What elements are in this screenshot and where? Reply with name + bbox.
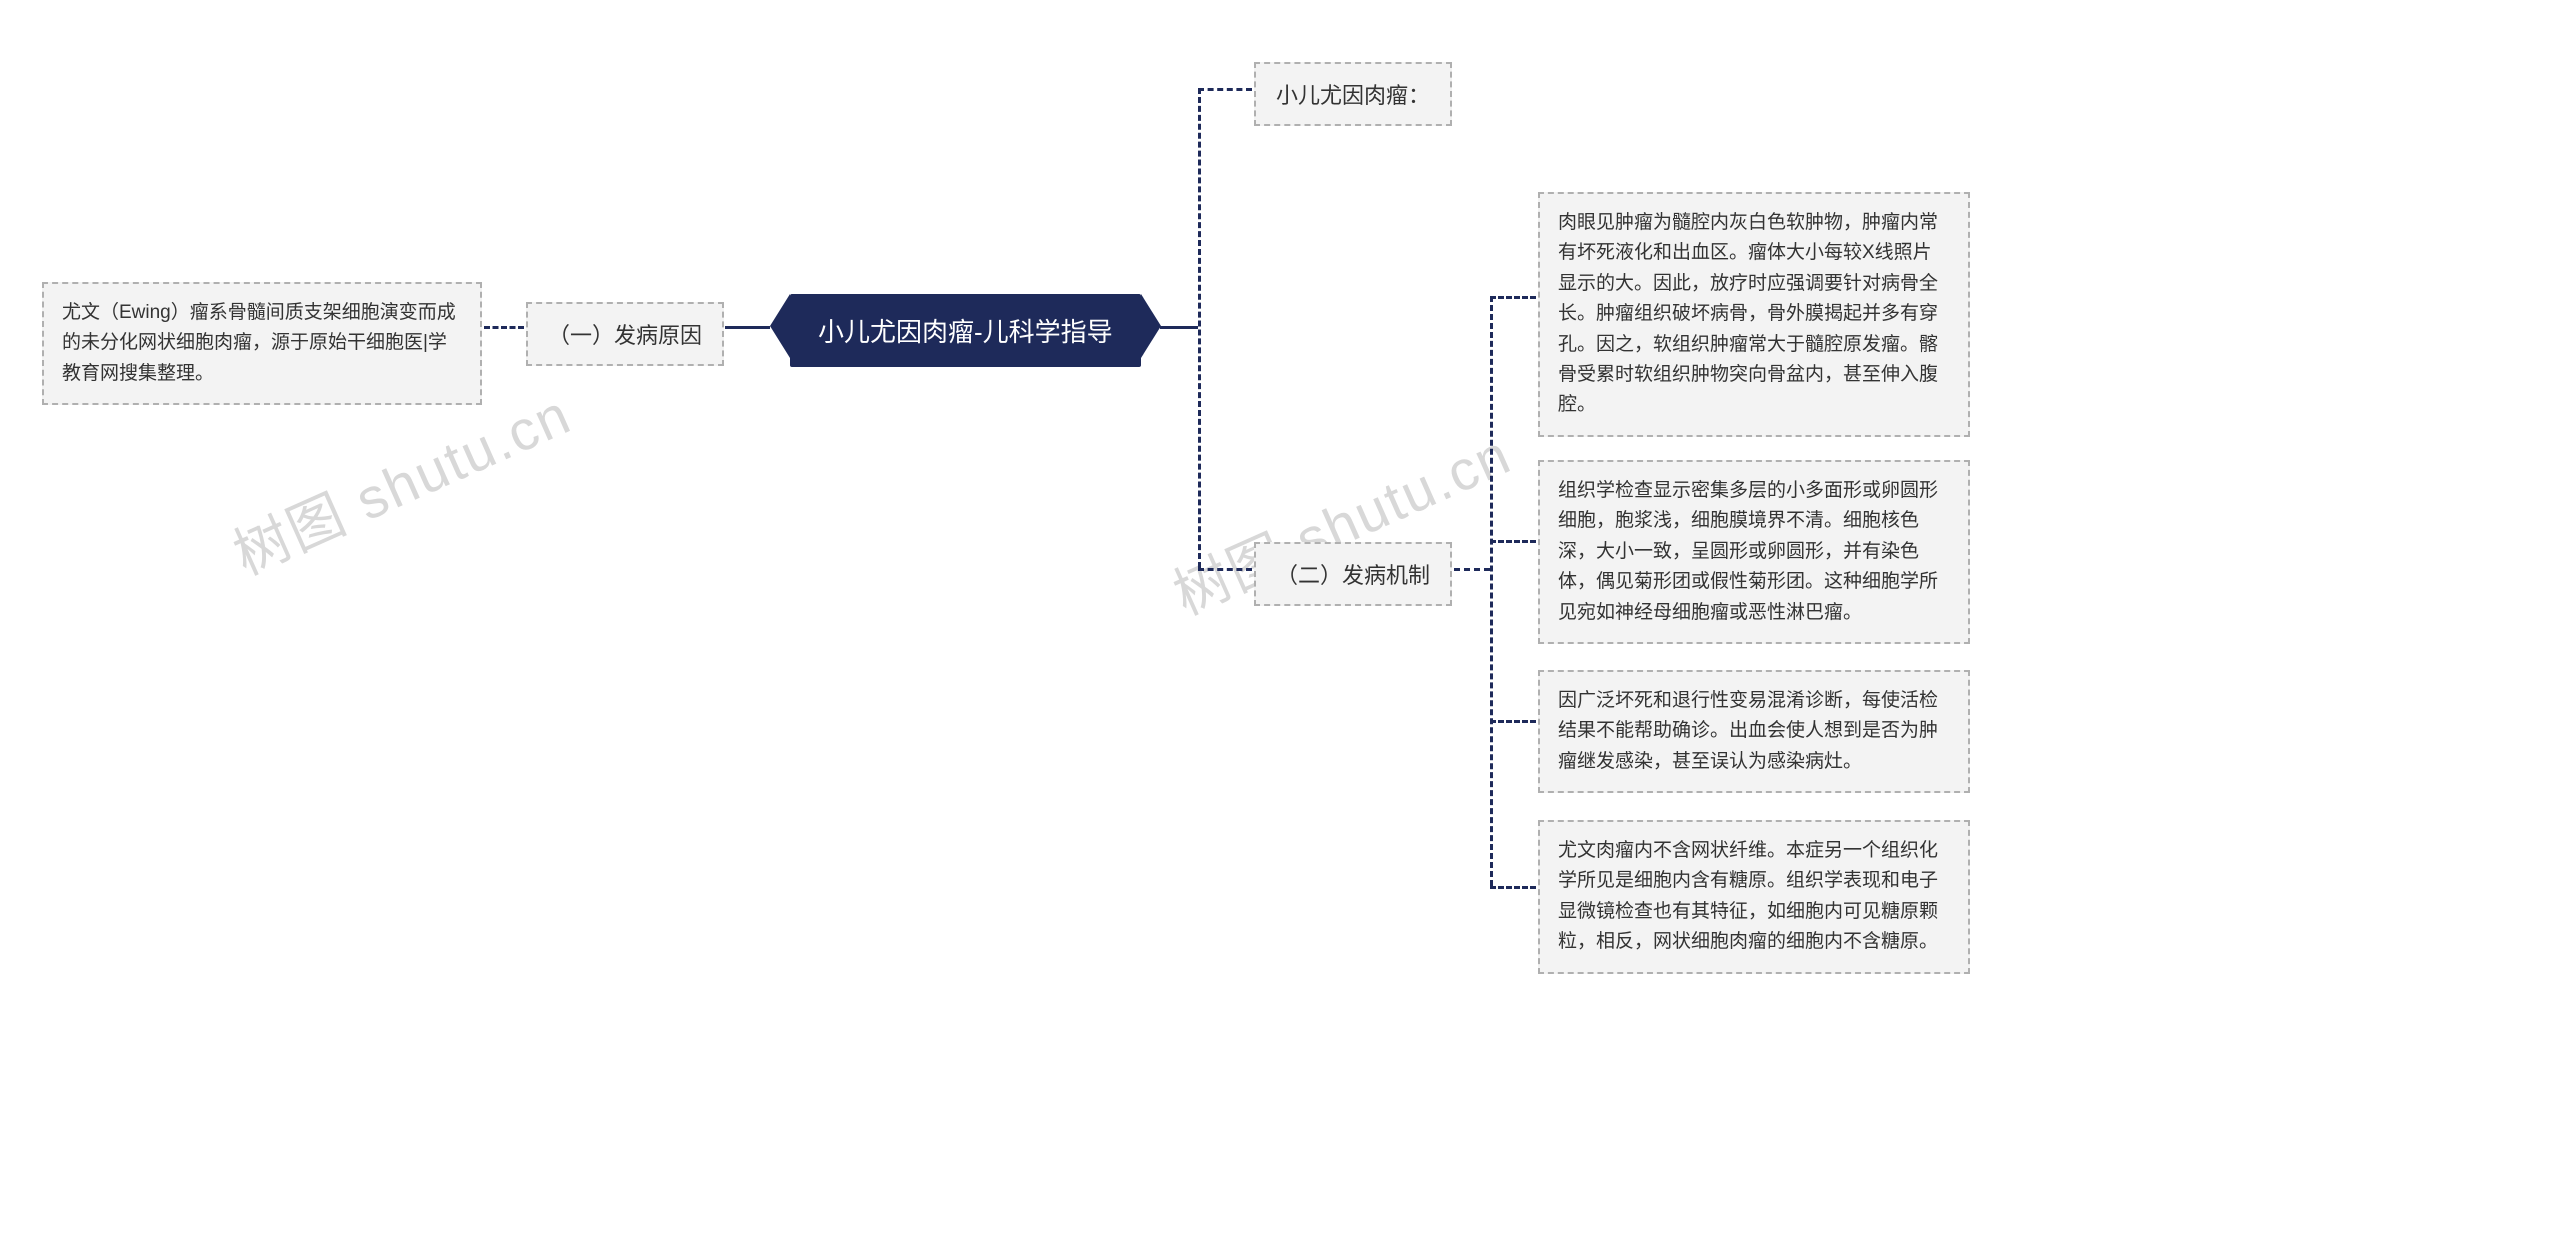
right-leaf-4: 尤文肉瘤内不含网状纤维。本症另一个组织化学所见是细胞内含有糖原。组织学表现和电子… [1538,820,1970,974]
right-leaf-4-text: 尤文肉瘤内不含网状纤维。本症另一个组织化学所见是细胞内含有糖原。组织学表现和电子… [1558,840,1938,952]
right-top-label: 小儿尤因肉瘤： [1276,83,1430,108]
connector-central-right [1160,326,1198,329]
right-leaf-3: 因广泛坏死和退行性变易混淆诊断，每使活检结果不能帮助确诊。出血会使人想到是否为肿… [1538,670,1970,793]
connector-bottom-out [1454,568,1490,571]
left-leaf: 尤文（Ewing）瘤系骨髓间质支架细胞演变而成的未分化网状细胞肉瘤，源于原始干细… [42,282,482,405]
connector-leaf-1 [1490,296,1536,299]
left-branch-label: （一）发病原因 [548,323,702,348]
left-branch-node: （一）发病原因 [526,302,724,366]
connector-leaves-trunk [1490,296,1493,886]
right-leaf-2-text: 组织学检查显示密集多层的小多面形或卵圆形细胞，胞浆浅，细胞膜境界不清。细胞核色深… [1558,480,1938,623]
right-bottom-node: （二）发病机制 [1254,542,1452,606]
central-label: 小儿尤因肉瘤-儿科学指导 [818,317,1113,347]
left-leaf-text: 尤文（Ewing）瘤系骨髓间质支架细胞演变而成的未分化网状细胞肉瘤，源于原始干细… [62,302,456,384]
right-leaf-1: 肉眼见肿瘤为髓腔内灰白色软肿物，肿瘤内常有坏死液化和出血区。瘤体大小每较X线照片… [1538,192,1970,437]
right-leaf-3-text: 因广泛坏死和退行性变易混淆诊断，每使活检结果不能帮助确诊。出血会使人想到是否为肿… [1558,690,1938,772]
connector-leaf-4 [1490,886,1536,889]
connector-central-left [725,326,770,329]
right-leaf-2: 组织学检查显示密集多层的小多面形或卵圆形细胞，胞浆浅，细胞膜境界不清。细胞核色深… [1538,460,1970,644]
connector-leaf-2 [1490,540,1536,543]
connector-right-trunk [1198,88,1201,568]
right-bottom-label: （二）发病机制 [1276,563,1430,588]
right-top-node: 小儿尤因肉瘤： [1254,62,1452,126]
connector-leaf-3 [1490,720,1536,723]
right-leaf-1-text: 肉眼见肿瘤为髓腔内灰白色软肿物，肿瘤内常有坏死液化和出血区。瘤体大小每较X线照片… [1558,212,1938,415]
connector-left-leaf [484,326,524,329]
connector-right-top [1198,88,1252,91]
central-node: 小儿尤因肉瘤-儿科学指导 [790,294,1141,367]
connector-right-bottom [1198,568,1252,571]
